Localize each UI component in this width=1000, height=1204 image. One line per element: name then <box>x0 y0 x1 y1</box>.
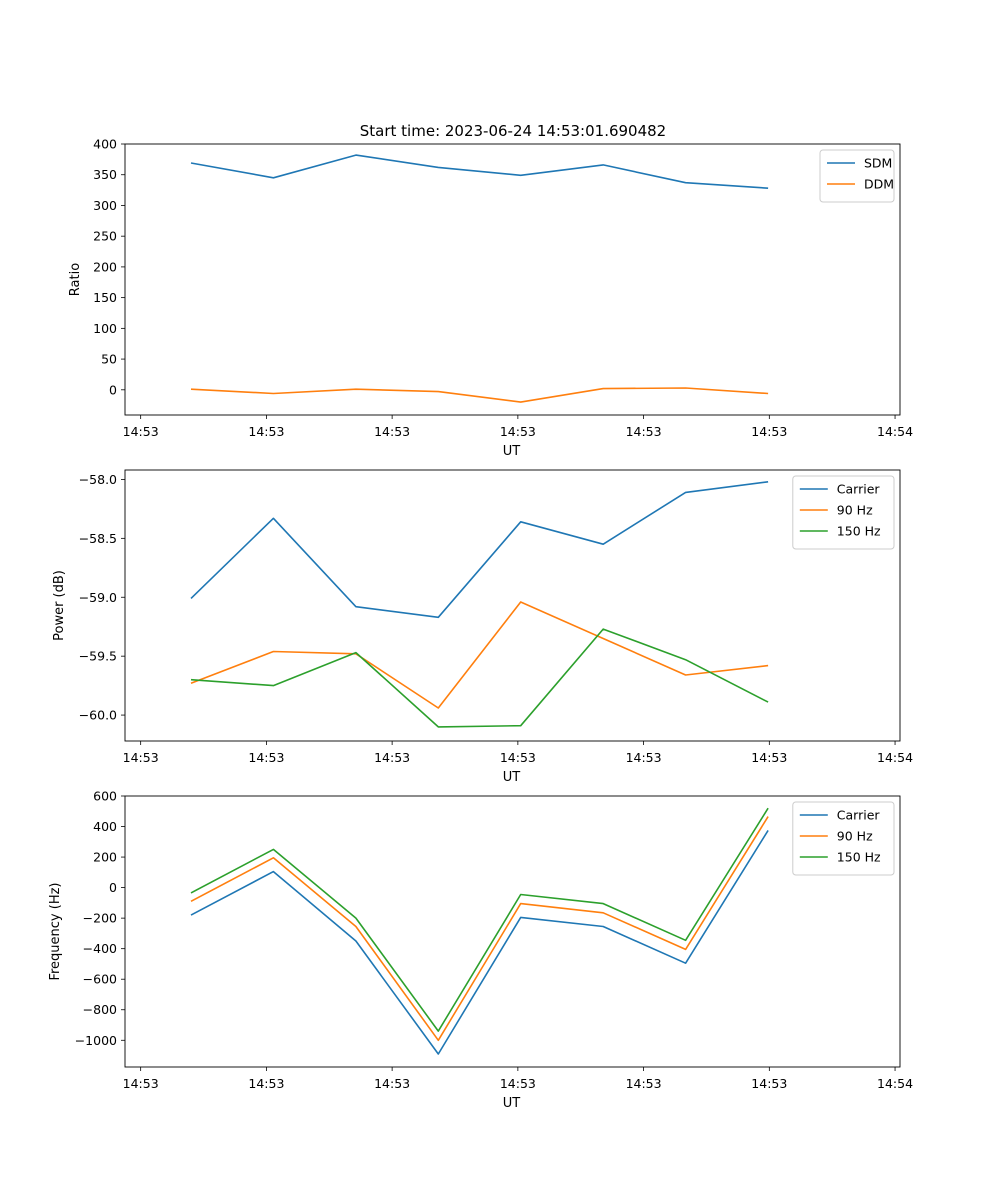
chart2-x-axis-label: UT <box>503 770 521 785</box>
chart3-y-axis-label: Frequency (Hz) <box>48 882 63 980</box>
chart1-series-sdm <box>190 154 769 189</box>
chart2-y-tick-label: −59.5 <box>79 649 117 664</box>
chart3-series-150-hz <box>190 807 769 1032</box>
chart3-x-tick-label: 14:53 <box>248 1076 284 1091</box>
chart1-y-tick-label: 300 <box>93 198 117 213</box>
chart1-legend-label: DDM <box>864 177 894 192</box>
chart1-y-tick-label: 350 <box>93 167 117 182</box>
chart2-y-tick-label: −58.0 <box>79 472 117 487</box>
chart1-x-tick-label: 14:53 <box>374 424 410 439</box>
chart2-legend-label: 90 Hz <box>837 503 873 518</box>
chart2-axes-frame <box>124 469 901 742</box>
figure-title: Start time: 2023-06-24 14:53:01.690482 <box>360 122 666 140</box>
chart1-y-tick-label: 250 <box>93 229 117 244</box>
chart3-legend-label: 90 Hz <box>837 829 873 844</box>
chart2-y-tick-label: −60.0 <box>79 708 117 723</box>
chart3-y-tick-label: −800 <box>83 1002 117 1017</box>
chart2-x-tick-label: 14:53 <box>751 750 787 765</box>
chart3-legend-label: Carrier <box>837 808 881 823</box>
chart1-y-tick-label: 100 <box>93 321 117 336</box>
chart2-x-tick-label: 14:54 <box>877 750 913 765</box>
chart3-x-tick-label: 14:53 <box>751 1076 787 1091</box>
chart1-y-tick-label: 150 <box>93 290 117 305</box>
chart1-series-ddm <box>190 387 769 403</box>
chart1-y-tick-label: 0 <box>109 382 117 397</box>
chart3-x-tick-label: 14:54 <box>877 1076 913 1091</box>
chart1-y-axis-label: Ratio <box>68 263 83 296</box>
chart3-y-tick-label: −400 <box>83 941 117 956</box>
chart1-x-tick-label: 14:54 <box>877 424 913 439</box>
chart1-x-tick-label: 14:53 <box>500 424 536 439</box>
chart1-x-axis-label: UT <box>503 444 521 459</box>
chart1-y-tick-label: 200 <box>93 259 117 274</box>
chart2-y-tick-label: −58.5 <box>79 531 117 546</box>
chart2-x-tick-label: 14:53 <box>248 750 284 765</box>
chart1-x-tick-label: 14:53 <box>123 424 159 439</box>
chart1-axes-frame <box>124 143 901 416</box>
chart2-x-tick-label: 14:53 <box>626 750 662 765</box>
chart2-x-tick-label: 14:53 <box>123 750 159 765</box>
chart2-x-tick-label: 14:53 <box>374 750 410 765</box>
chart2-series-carrier <box>190 481 769 619</box>
chart1-x-tick-label: 14:53 <box>751 424 787 439</box>
chart1-legend-label: SDM <box>864 156 892 171</box>
chart3-y-tick-label: −1000 <box>75 1033 117 1048</box>
chart2-legend-label: 150 Hz <box>837 524 881 539</box>
chart3-y-tick-label: −200 <box>83 911 117 926</box>
chart1-y-tick-label: 50 <box>101 352 117 367</box>
chart3-y-tick-label: 200 <box>93 850 117 865</box>
chart3-x-tick-label: 14:53 <box>123 1076 159 1091</box>
chart2-legend-label: Carrier <box>837 482 881 497</box>
chart2-y-tick-label: −59.0 <box>79 590 117 605</box>
chart3-x-tick-label: 14:53 <box>374 1076 410 1091</box>
chart3-y-tick-label: 600 <box>93 789 117 804</box>
chart3-y-tick-label: 0 <box>109 880 117 895</box>
chart3-x-axis-label: UT <box>503 1096 521 1111</box>
chart3-series-carrier <box>190 829 769 1055</box>
chart3-x-tick-label: 14:53 <box>626 1076 662 1091</box>
chart1-x-tick-label: 14:53 <box>626 424 662 439</box>
chart2-series-90-hz <box>190 601 769 709</box>
chart2-series-150-hz <box>190 628 769 728</box>
chart3-x-tick-label: 14:53 <box>500 1076 536 1091</box>
chart3-series-90-hz <box>190 816 769 1042</box>
chart2-x-tick-label: 14:53 <box>500 750 536 765</box>
chart3-axes-frame <box>124 795 901 1068</box>
chart1-x-tick-label: 14:53 <box>248 424 284 439</box>
chart3-y-tick-label: 400 <box>93 819 117 834</box>
chart2-y-axis-label: Power (dB) <box>52 570 67 641</box>
chart3-y-tick-label: −600 <box>83 972 117 987</box>
chart1-y-tick-label: 400 <box>93 137 117 152</box>
chart3-legend-label: 150 Hz <box>837 850 881 865</box>
